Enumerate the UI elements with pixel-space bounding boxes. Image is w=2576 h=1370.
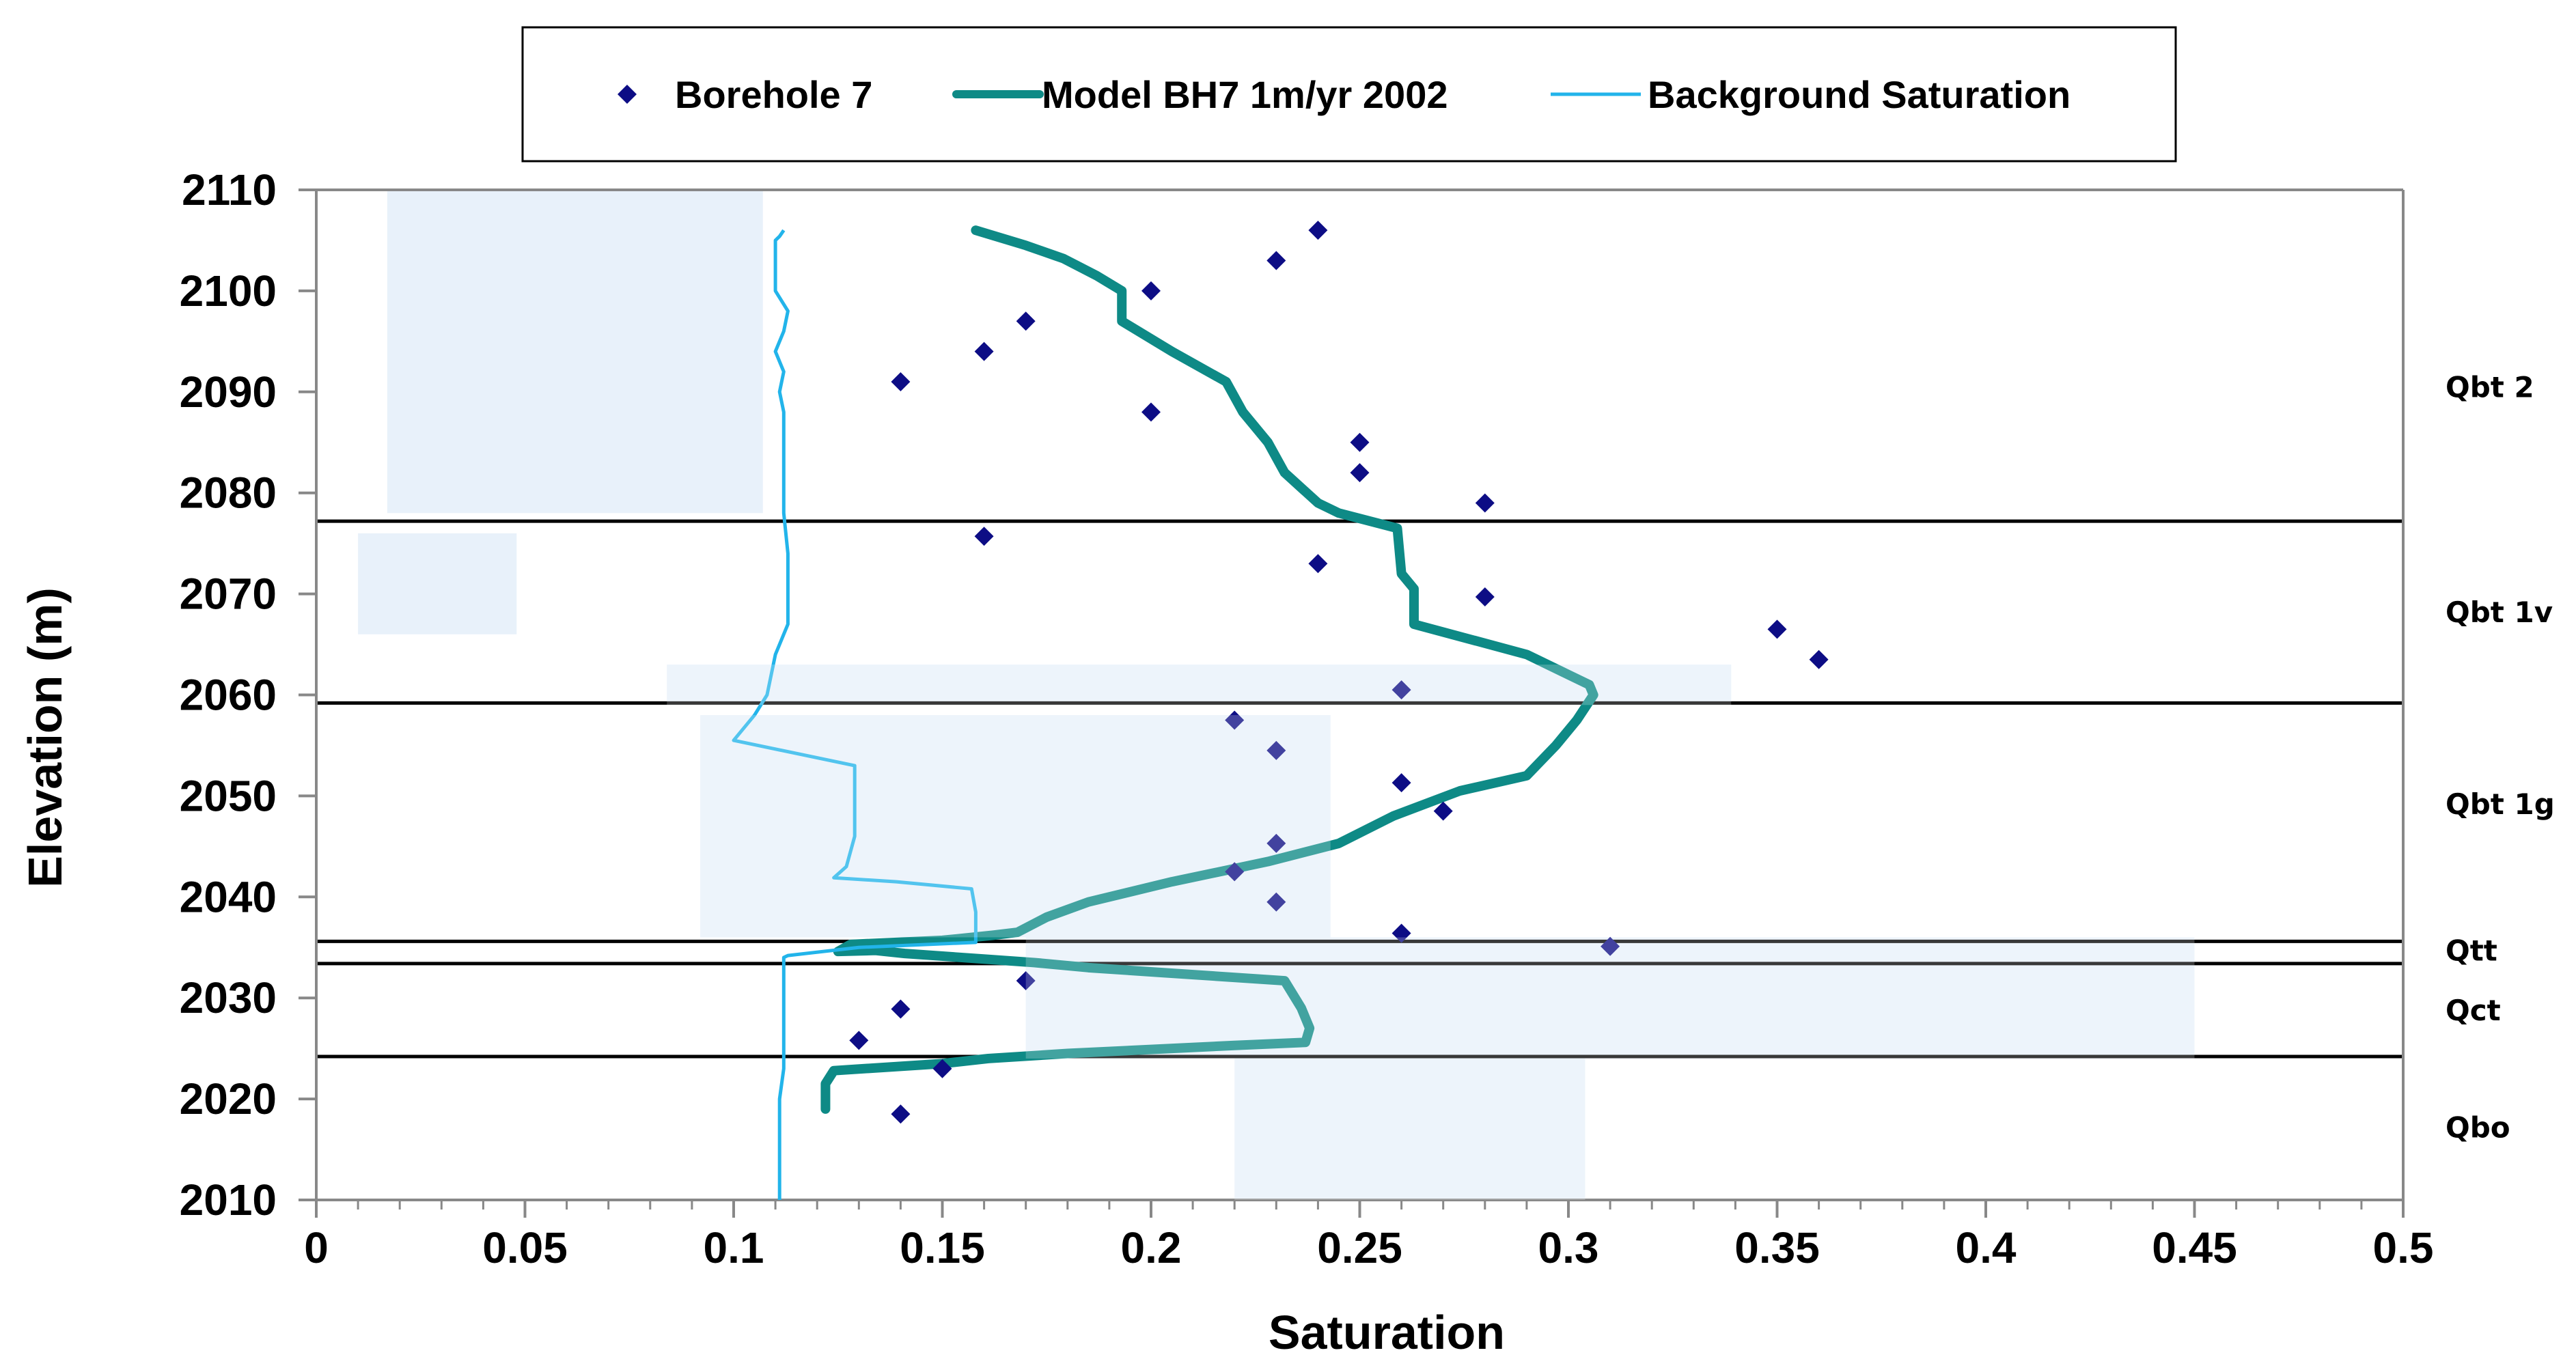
x-tick-label: 0.45 [2152,1223,2237,1272]
borehole-point [932,1059,952,1078]
unit-label: Qbt 1g [2446,787,2555,821]
x-tick-label: 0.25 [1317,1223,1402,1272]
axes: 2010 2020 2030 2040 2050 2060 2070 2080 2090 2100… [180,165,2434,1272]
range-overlay-2 [667,665,1732,705]
borehole-point [974,527,994,546]
y-tick-label: 2070 [180,570,277,619]
range-box-0 [387,190,763,514]
borehole-points [667,221,2195,1200]
x-tick-label: 0.5 [2373,1223,2434,1272]
legend-box [521,26,2177,163]
unit-label: Qbt 1v [2446,596,2553,629]
unit-label: Qct [2446,994,2501,1027]
borehole-point [1016,311,1036,331]
borehole-point [891,999,911,1019]
borehole-point [1266,833,1286,853]
borehole-point [1266,740,1286,760]
x-tick-label: 0 [304,1223,329,1272]
borehole-point [1141,402,1161,422]
legend: Borehole 7 Model BH7 1m/yr 2002 Backgrou… [521,26,2177,163]
y-tick-label: 2080 [180,469,277,518]
x-tick-label: 0.1 [704,1223,764,1272]
y-tick-label: 2100 [180,266,277,316]
range-box-1 [358,533,517,634]
x-tick-label: 0.2 [1121,1223,1182,1272]
legend-label-background: Background Saturation [1648,73,2071,116]
unit-label: Qbt 2 [2446,370,2534,404]
borehole-point [1225,862,1245,882]
borehole-point [1308,221,1328,240]
model-line [820,225,1598,1114]
y-tick-label: 2060 [180,671,277,720]
y-tick-label: 2110 [182,165,277,214]
model-series-line [820,225,1598,1114]
x-tick-label: 0.4 [1956,1223,2017,1272]
range-box-3 [700,715,1331,938]
range-box-4 [1025,937,2195,1059]
borehole-point [1391,923,1411,943]
borehole-point [1141,281,1161,300]
x-axis-title: Saturation [1269,1306,1505,1359]
x-tick-label: 0.35 [1734,1223,1820,1272]
borehole-point [974,341,994,361]
x-tick-label: 0.05 [482,1223,568,1272]
unit-label: Qbo [2446,1111,2510,1145]
borehole-point [849,1031,869,1050]
range-box-5 [1234,1058,1585,1200]
borehole-point [1809,649,1829,669]
x-tick-label: 0.15 [900,1223,985,1272]
borehole-point [1350,463,1370,483]
legend-label-borehole: Borehole 7 [675,73,872,116]
y-tick-label: 2010 [180,1175,277,1225]
borehole-point [1266,892,1286,912]
range-overlay-4 [1025,937,2195,1059]
y-tick-label: 2040 [180,872,277,921]
y-tick-label: 2050 [180,771,277,820]
borehole-point [1391,773,1411,793]
legend-marker-borehole [618,85,637,104]
borehole-point [1475,493,1495,513]
y-tick-label: 2090 [180,367,277,417]
borehole-point [1475,587,1495,607]
range-overlay-5 [1234,1058,1585,1200]
borehole-point [1225,710,1245,730]
borehole-point [1308,554,1328,574]
borehole-point [1767,619,1787,639]
borehole-point [1266,251,1286,270]
unit-labels: Qbt 2 Qbt 1v Qbt 1g Qtt Qct Qbo [2446,370,2555,1144]
borehole-point [1350,432,1370,452]
x-tick-label: 0.3 [1538,1223,1599,1272]
y-tick-label: 2030 [180,973,277,1022]
background-series-line [732,229,978,1200]
borehole-point [1601,936,1620,956]
y-tick-label: 2020 [180,1074,277,1123]
background-line [732,229,978,1200]
borehole-point [1391,680,1411,700]
y-axis-title: Elevation (m) [18,587,72,888]
borehole-point [1433,801,1453,821]
borehole-point [1016,971,1036,991]
borehole-point [891,1104,911,1124]
uncertainty-ranges [358,190,2195,1200]
legend-label-model: Model BH7 1m/yr 2002 [1042,73,1448,116]
range-overlay-3 [700,715,1331,938]
unit-label: Qtt [2446,934,2497,968]
borehole-point [891,372,911,392]
